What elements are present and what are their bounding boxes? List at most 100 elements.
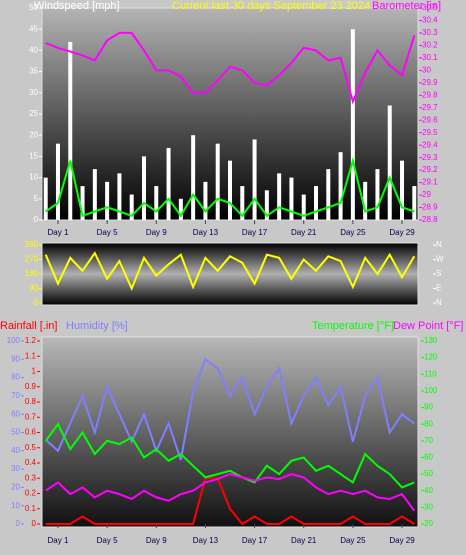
y2-tick-label: 30.2 <box>422 41 438 50</box>
y2-tick-label: 80 <box>424 419 433 428</box>
y2-tick-label: 29.8 <box>422 90 438 99</box>
y2-tick-label: E <box>436 284 441 293</box>
y3-tick-label: 70 <box>11 391 20 400</box>
bar <box>350 29 355 221</box>
panel-climate <box>41 336 419 528</box>
y-tick-label: 15 <box>29 152 38 161</box>
y2-tick-label: 40 <box>424 486 433 495</box>
bar <box>154 186 159 220</box>
bar <box>55 143 60 220</box>
y3-tick-label: 20 <box>11 483 20 492</box>
y-tick-label: 0.2 <box>25 489 37 498</box>
y2-tick-label: 50 <box>424 469 433 478</box>
y2-tick-label: 28.8 <box>422 215 438 224</box>
y2-tick-label: 30.4 <box>422 16 438 25</box>
y-tick-label: 50 <box>29 3 38 12</box>
x-tick-label: Day 17 <box>242 228 268 237</box>
bar <box>117 173 122 220</box>
y2-tick-label: 120 <box>424 353 438 362</box>
bar <box>105 181 110 220</box>
y2-tick-label: 30.5 <box>422 3 438 12</box>
y2-tick-label: N <box>436 240 442 249</box>
bar <box>289 177 294 220</box>
series-line <box>45 477 415 526</box>
y-tick-label: 25 <box>29 109 38 118</box>
y-tick-label: 270 <box>25 255 39 264</box>
bar <box>92 169 97 220</box>
series-line <box>45 473 416 512</box>
legend-label: Windspeed [mph] <box>34 0 120 12</box>
x-tick-label: Day 1 <box>48 228 69 237</box>
bar <box>129 194 134 220</box>
y-tick-label: 360 <box>25 240 39 249</box>
y2-tick-label: 29 <box>422 190 431 199</box>
bar <box>178 198 183 220</box>
y-tick-label: 0.3 <box>25 473 37 482</box>
y2-tick-label: 100 <box>424 386 438 395</box>
bar <box>264 190 269 220</box>
y2-tick-label: 29.5 <box>422 128 438 137</box>
bar <box>68 41 73 220</box>
y-tick-label: 0.5 <box>25 443 37 452</box>
y2-tick-label: 60 <box>424 453 433 462</box>
y3-tick-label: 60 <box>11 409 20 418</box>
y-tick-label: 35 <box>29 67 38 76</box>
x-tick-label: Day 13 <box>193 536 219 545</box>
bar <box>228 160 232 220</box>
bar <box>141 156 146 220</box>
legend-label: Temperature [°F] <box>312 320 394 332</box>
y-tick-label: 0 <box>32 519 37 528</box>
legend-label: Rainfall [.in] <box>0 320 57 332</box>
bar <box>252 139 257 220</box>
y2-tick-label: 29.7 <box>422 103 438 112</box>
y3-tick-label: 50 <box>11 428 20 437</box>
bar <box>314 186 319 220</box>
y3-tick-label: 100 <box>7 336 21 345</box>
x-tick-label: Day 13 <box>193 228 219 237</box>
y2-tick-label: 70 <box>424 436 433 445</box>
series-line <box>44 422 415 489</box>
y2-tick-label: 29.3 <box>422 153 438 162</box>
y3-tick-label: 80 <box>11 373 20 382</box>
series-line <box>45 31 416 105</box>
y-tick-label: 40 <box>29 46 38 55</box>
series-line <box>45 156 415 218</box>
y3-tick-label: 10 <box>11 501 20 510</box>
y3-tick-label: 40 <box>11 446 20 455</box>
y-tick-label: 90 <box>29 284 38 293</box>
x-tick-label: Day 5 <box>97 228 118 237</box>
y-tick-label: 30 <box>29 88 38 97</box>
bar <box>301 194 306 220</box>
x-tick-label: Day 21 <box>291 536 317 545</box>
y-tick-label: 0.9 <box>25 382 37 391</box>
y3-tick-label: 0 <box>16 519 21 528</box>
bar <box>400 160 405 220</box>
y2-tick-label: N <box>436 298 442 307</box>
x-tick-label: Day 25 <box>340 228 366 237</box>
bar <box>375 169 380 220</box>
y2-tick-label: 90 <box>424 403 433 412</box>
y2-tick-label: 30 <box>424 502 433 511</box>
x-tick-label: Day 25 <box>340 536 366 545</box>
y2-tick-label: S <box>436 269 441 278</box>
y2-tick-label: 20 <box>424 519 433 528</box>
y-tick-label: 1.2 <box>25 336 37 345</box>
y3-tick-label: 90 <box>11 354 20 363</box>
y-tick-label: 0 <box>34 215 39 224</box>
y2-tick-label: 29.1 <box>422 178 438 187</box>
bar <box>240 186 245 220</box>
series-line <box>44 251 416 292</box>
y2-tick-label: 28.9 <box>422 203 438 212</box>
bar <box>43 177 48 220</box>
y-tick-label: 5 <box>34 194 39 203</box>
legend-label: Barometer [in] <box>372 0 441 12</box>
y2-tick-label: 110 <box>424 369 437 378</box>
bar <box>326 169 331 220</box>
y2-tick-label: 29.4 <box>422 140 438 149</box>
y-tick-label: 0.6 <box>25 428 37 437</box>
y2-tick-label: 29.6 <box>422 115 438 124</box>
bar <box>338 152 343 220</box>
chart-title: Current last 30 days September 23 2024 <box>172 0 370 12</box>
y-tick-label: 0.7 <box>25 412 37 421</box>
